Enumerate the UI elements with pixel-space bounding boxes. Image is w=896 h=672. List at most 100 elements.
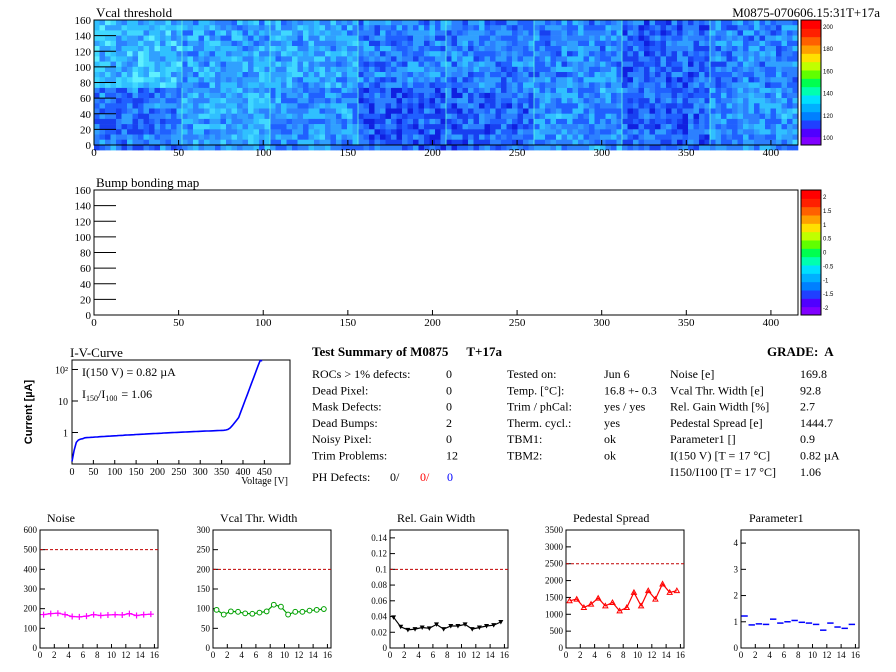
vcal-cell <box>545 87 551 94</box>
summary-label: Noise [e] <box>670 367 714 381</box>
vcal-cell <box>209 35 216 42</box>
vcal-cell <box>160 129 166 135</box>
vcal-cell <box>127 139 133 146</box>
vcal-cell <box>776 51 782 57</box>
vcal-cell <box>270 139 276 146</box>
vcal-cell <box>440 129 447 135</box>
vcal-cell <box>666 46 672 52</box>
vcal-cell <box>451 98 458 104</box>
vcal-cell <box>550 129 557 135</box>
vcal-cell <box>688 61 694 68</box>
vcal-cell <box>506 129 513 135</box>
vcal-cell <box>138 66 144 73</box>
vcal-cell <box>187 103 194 109</box>
vcal-cell <box>468 124 474 130</box>
vcal-cell <box>539 30 546 36</box>
vcal-cell <box>484 118 491 125</box>
x-tick-label: 8 <box>796 650 801 660</box>
vcal-cell <box>286 139 293 146</box>
vcal-cell <box>132 108 139 114</box>
vcal-cell <box>732 30 738 36</box>
data-point <box>299 608 306 615</box>
vcal-cell <box>407 82 414 88</box>
vcal-cell <box>154 144 161 151</box>
vcal-cell <box>523 139 529 146</box>
vcal-cell <box>561 61 568 68</box>
vcal-cell <box>534 118 540 125</box>
vcal-cell <box>627 134 634 140</box>
vcal-cell <box>715 20 722 26</box>
y-tick-label: 20 <box>80 124 92 136</box>
vcal-cell <box>539 40 546 47</box>
color-scale-step <box>801 244 821 249</box>
vcal-cell <box>583 118 590 125</box>
vcal-cell <box>523 82 529 88</box>
vcal-cell <box>765 30 771 36</box>
vcal-cell <box>418 124 425 130</box>
vcal-cell <box>275 61 282 68</box>
vcal-cell <box>165 103 172 109</box>
vcal-cell <box>369 134 375 140</box>
vcal-cell <box>457 124 463 130</box>
vcal-cell <box>347 139 353 146</box>
vcal-cell <box>792 56 799 62</box>
vcal-cell <box>649 87 656 94</box>
vcal-cell <box>721 113 727 120</box>
vcal-cell <box>495 56 502 62</box>
vcal-cell <box>589 139 595 146</box>
vcal-cell <box>523 113 529 120</box>
vcal-cell <box>385 92 392 99</box>
vcal-cell <box>402 92 408 99</box>
vcal-cell <box>352 87 359 94</box>
vcal-cell <box>633 25 639 31</box>
vcal-cell <box>127 35 133 42</box>
summary-label: Noisy Pixel: <box>312 432 372 446</box>
vcal-cell <box>600 98 606 104</box>
vcal-cell <box>231 103 238 109</box>
vcal-cell <box>314 82 320 88</box>
vcal-cell <box>391 66 397 73</box>
vcal-cell <box>94 51 100 57</box>
vcal-cell <box>358 92 364 99</box>
vcal-cell <box>275 139 282 146</box>
vcal-cell <box>176 72 183 78</box>
vcal-cell <box>99 46 106 52</box>
vcal-cell <box>721 129 727 135</box>
vcal-cell <box>644 20 650 26</box>
vcal-cell <box>127 61 133 68</box>
vcal-cell <box>187 144 194 151</box>
vcal-cell <box>611 25 617 31</box>
vcal-cell <box>583 61 590 68</box>
vcal-cell <box>649 103 656 109</box>
vcal-cell <box>149 40 155 47</box>
vcal-cell <box>759 124 766 130</box>
color-scale-label: 1 <box>823 223 827 229</box>
vcal-cell <box>671 51 678 57</box>
vcal-cell <box>198 61 205 68</box>
vcal-cell <box>325 35 331 42</box>
vcal-cell <box>633 87 639 94</box>
vcal-cell <box>226 139 232 146</box>
vcal-cell <box>242 134 249 140</box>
vcal-cell <box>781 103 788 109</box>
vcal-cell <box>385 134 392 140</box>
vcal-cell <box>462 108 469 114</box>
vcal-cell <box>484 134 491 140</box>
vcal-cell <box>198 40 205 47</box>
vcal-cell <box>490 144 496 151</box>
vcal-cell <box>182 129 188 135</box>
vcal-cell <box>660 25 667 31</box>
vcal-cell <box>209 30 216 36</box>
vcal-cell <box>308 124 315 130</box>
vcal-cell <box>292 72 298 78</box>
vcal-cell <box>193 61 199 68</box>
vcal-cell <box>143 61 150 68</box>
vcal-cell <box>286 98 293 104</box>
vcal-cell <box>391 25 397 31</box>
vcal-cell <box>528 103 535 109</box>
vcal-cell <box>589 113 595 120</box>
data-point <box>249 610 256 617</box>
vcal-cell <box>215 118 221 125</box>
vcal-cell <box>534 124 540 130</box>
